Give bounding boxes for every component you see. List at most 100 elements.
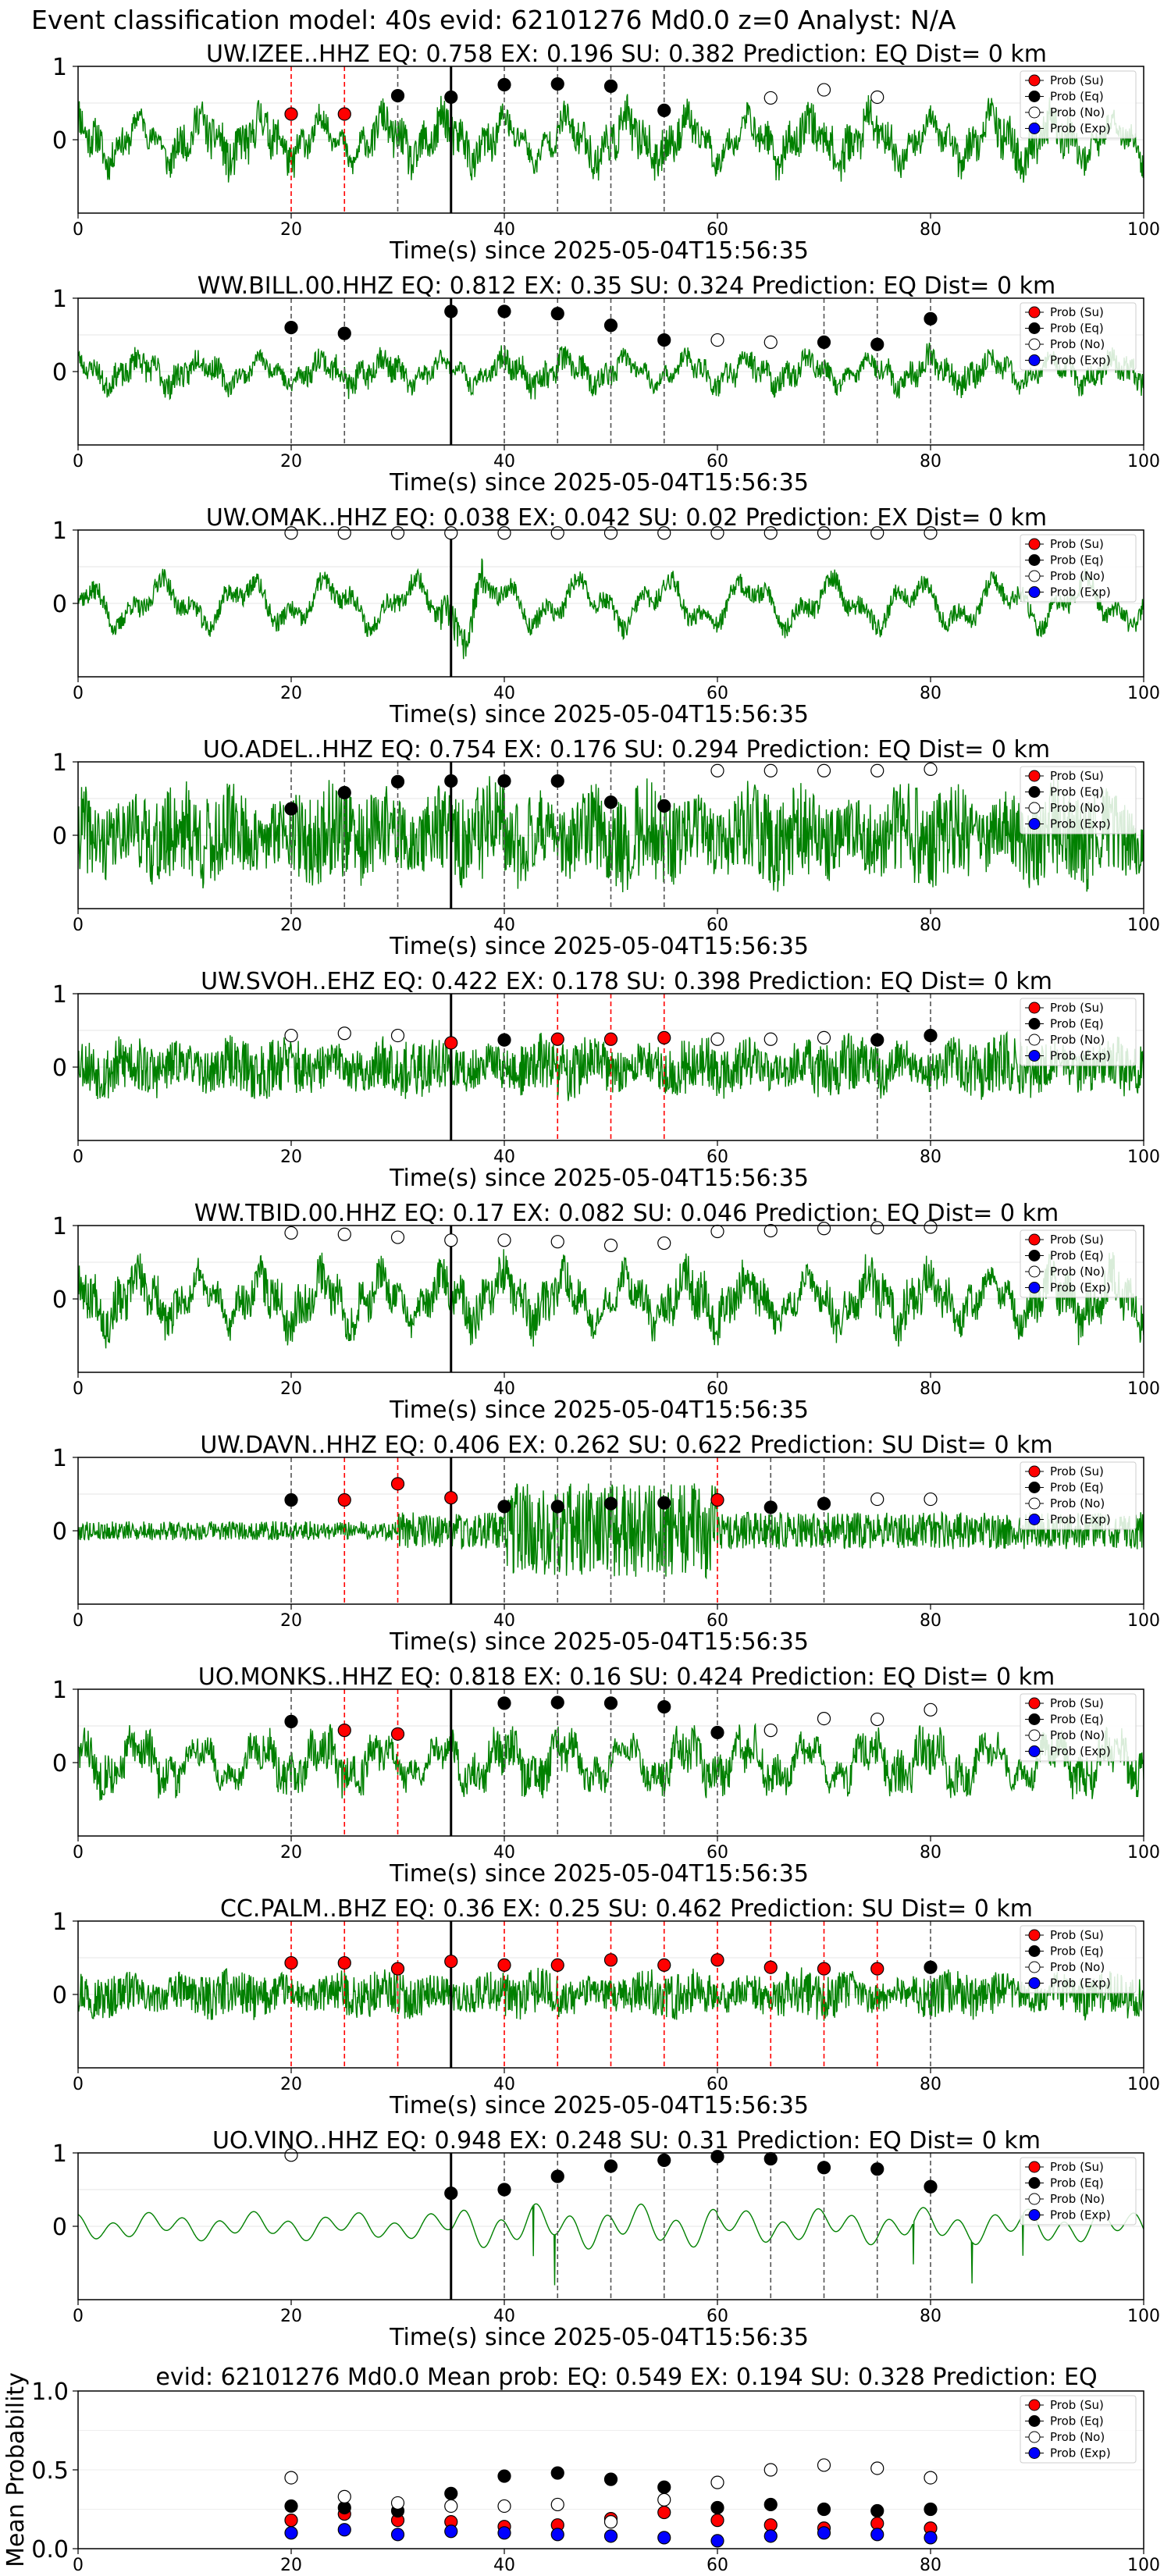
x-tick-label: 100 bbox=[1127, 452, 1160, 471]
legend-label: Prob (Su) bbox=[1050, 769, 1104, 783]
x-tick-label: 60 bbox=[707, 1379, 728, 1399]
legend-label: Prob (Exp) bbox=[1050, 1281, 1111, 1295]
x-tick-label: 20 bbox=[280, 2556, 302, 2575]
x-tick-label: 60 bbox=[707, 452, 728, 471]
x-tick-label: 80 bbox=[920, 2556, 941, 2575]
prob-marker-eq bbox=[603, 79, 618, 93]
legend-marker-no bbox=[1028, 2431, 1041, 2443]
prob-marker-no bbox=[870, 763, 884, 777]
y-tick-label: 0 bbox=[52, 1055, 67, 1082]
y-tick-label: 1 bbox=[52, 54, 67, 81]
legend-label: Prob (Su) bbox=[1050, 73, 1104, 87]
y-tick-label: 0 bbox=[52, 1286, 67, 1314]
prob-marker-no bbox=[924, 762, 938, 777]
waveform-trace bbox=[78, 1249, 1144, 1349]
station-panel-9: 0 20 40 60 80 100 0 1 UO.VINO..HHZ EQ: 0.948 EX:… bbox=[52, 2127, 1160, 2351]
panel-title: WW.BILL.00.HHZ EQ: 0.812 EX: 0.35 SU: 0.… bbox=[198, 272, 1055, 300]
legend-label: Prob (Eq) bbox=[1050, 1249, 1104, 1263]
legend-marker-su bbox=[1028, 1697, 1041, 1710]
legend-box bbox=[1020, 1693, 1137, 1762]
legend-marker-su bbox=[1028, 1465, 1041, 1478]
legend-label: Prob (Su) bbox=[1050, 537, 1104, 551]
x-tick-label: 80 bbox=[920, 452, 941, 471]
legend-box bbox=[1020, 302, 1137, 371]
prob-marker-eq bbox=[817, 2161, 831, 2175]
prob-marker-no bbox=[763, 1724, 778, 1738]
mean-prob-point-exp bbox=[763, 2529, 778, 2543]
legend-marker-exp bbox=[1028, 1977, 1041, 1989]
prob-marker-su bbox=[444, 1036, 458, 1050]
x-tick-label: 40 bbox=[493, 1147, 515, 1167]
legend-marker-eq bbox=[1028, 1250, 1041, 1261]
prob-marker-eq bbox=[924, 1960, 938, 1974]
mean-prob-point-no bbox=[870, 2461, 884, 2475]
x-tick-label: 20 bbox=[280, 452, 302, 471]
x-tick-label: 40 bbox=[493, 2075, 515, 2094]
legend-label: Prob (Su) bbox=[1050, 2398, 1104, 2412]
mean-prob-point-no bbox=[657, 2492, 671, 2507]
prob-marker-no bbox=[763, 1032, 778, 1046]
mean-prob-point-exp bbox=[390, 2528, 405, 2542]
mean-prob-point-no bbox=[444, 2499, 458, 2514]
legend-box bbox=[1020, 534, 1137, 603]
mean-prob-point-exp bbox=[870, 2528, 884, 2542]
y-tick-label: 1 bbox=[52, 2140, 67, 2168]
x-tick-label: 100 bbox=[1127, 684, 1160, 703]
legend-marker-su bbox=[1028, 306, 1041, 318]
legend-marker-eq bbox=[1028, 1482, 1041, 1493]
prob-marker-su bbox=[337, 1955, 351, 1970]
prob-marker-no bbox=[763, 335, 778, 349]
station-panel-4: 0 20 40 60 80 100 0 1 UW.SVOH..EHZ EQ: 0.422 EX:… bbox=[52, 968, 1160, 1192]
prob-marker-eq bbox=[817, 335, 831, 349]
panel-title: CC.PALM..BHZ EQ: 0.36 EX: 0.25 SU: 0.462… bbox=[220, 1895, 1033, 1923]
x-tick-label: 100 bbox=[1127, 1147, 1160, 1167]
x-tick-label: 20 bbox=[280, 1379, 302, 1399]
x-tick-label: 60 bbox=[707, 916, 728, 935]
prob-marker-no bbox=[870, 1492, 884, 1507]
legend-marker-exp bbox=[1028, 354, 1041, 366]
legend-label: Prob (Exp) bbox=[1050, 2208, 1111, 2222]
legend-label: Prob (Eq) bbox=[1050, 2176, 1104, 2190]
panel-title: evid: 62101276 Md0.0 Mean prob: EQ: 0.54… bbox=[155, 2364, 1097, 2391]
mean-prob-point-eq bbox=[284, 2499, 298, 2514]
mean-prob-point-exp bbox=[444, 2524, 458, 2539]
mean-prob-point-su bbox=[657, 2505, 671, 2520]
x-tick-label: 80 bbox=[920, 684, 941, 703]
prob-marker-eq bbox=[924, 1028, 938, 1043]
legend-label: Prob (No) bbox=[1050, 105, 1105, 119]
legend-label: Prob (Su) bbox=[1050, 305, 1104, 319]
x-tick-label: 60 bbox=[707, 684, 728, 703]
prob-marker-eq bbox=[497, 1696, 511, 1710]
x-tick-label: 60 bbox=[707, 220, 728, 240]
mean-prob-point-exp bbox=[550, 2528, 564, 2542]
station-panel-2: 0 20 40 60 80 100 0 1 UW.OMAK..HHZ EQ: 0.038 EX:… bbox=[52, 504, 1160, 728]
station-panel-1: 0 20 40 60 80 100 0 1 WW.BILL.00.HHZ EQ: 0.812 E… bbox=[52, 272, 1160, 496]
panel-title: UO.VINO..HHZ EQ: 0.948 EX: 0.248 SU: 0.3… bbox=[212, 2127, 1041, 2154]
mean-prob-point-exp bbox=[337, 2523, 351, 2537]
legend-label: Prob (Su) bbox=[1050, 1233, 1104, 1247]
legend-label: Prob (Eq) bbox=[1050, 2414, 1104, 2428]
legend-marker-no bbox=[1028, 1961, 1041, 1973]
legend-marker-eq bbox=[1028, 1945, 1041, 1957]
prob-marker-eq bbox=[444, 774, 458, 788]
x-tick-label: 0 bbox=[73, 916, 84, 935]
legend-label: Prob (No) bbox=[1050, 1265, 1105, 1279]
mean-prob-point-no bbox=[603, 2515, 618, 2529]
prob-marker-no bbox=[390, 1028, 405, 1043]
prob-marker-no bbox=[710, 763, 724, 777]
panel-title: UO.ADEL..HHZ EQ: 0.754 EX: 0.176 SU: 0.2… bbox=[203, 736, 1050, 763]
prob-marker-eq bbox=[390, 88, 405, 103]
x-tick-label: 20 bbox=[280, 916, 302, 935]
prob-marker-eq bbox=[284, 1493, 298, 1507]
x-tick-label: 20 bbox=[280, 220, 302, 240]
prob-marker-eq bbox=[284, 321, 298, 335]
x-tick-label: 100 bbox=[1127, 1611, 1160, 1631]
mean-prob-point-no bbox=[284, 2471, 298, 2485]
mean-prob-point-eq bbox=[924, 2502, 938, 2517]
panel-title: UO.MONKS..HHZ EQ: 0.818 EX: 0.16 SU: 0.4… bbox=[198, 1663, 1055, 1691]
legend-label: Prob (Exp) bbox=[1050, 354, 1111, 368]
legend-label: Prob (No) bbox=[1050, 337, 1105, 351]
y-tick-label: 0 bbox=[52, 1982, 67, 2009]
x-axis-label: Time(s) since 2025-05-04T15:56:35 bbox=[389, 2092, 809, 2119]
legend-marker-exp bbox=[1028, 1514, 1041, 1525]
